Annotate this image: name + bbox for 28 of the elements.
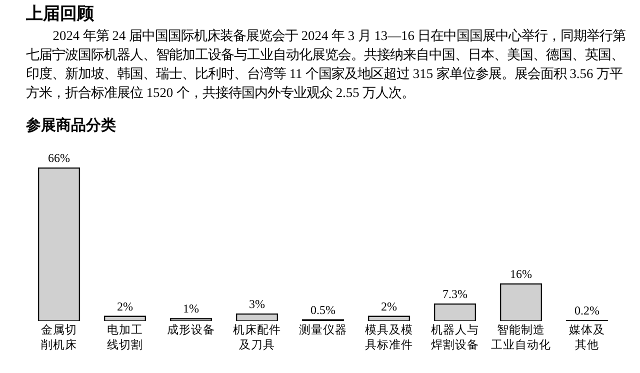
bar [500,283,542,321]
x-tick-label: 电加工线切割 [107,322,143,352]
data-label: 2% [381,299,397,314]
chart-title: 上届回顾 [26,3,94,25]
x-tick-label: 金属切削机床 [41,322,77,352]
data-label: 7.3% [442,287,468,302]
bar [434,303,476,321]
data-label: 0.2% [574,304,600,318]
x-tick-label: 测量仪器 [299,322,347,336]
data-label: 0.5% [310,302,336,317]
x-tick-label: 模具及模具标准件 [365,322,413,352]
data-label: 2% [117,299,133,314]
data-label: 16% [510,266,532,281]
x-tick-label: 成形设备 [167,322,215,336]
text: 参展商品分类 [26,116,116,135]
x-tick-label: 媒体及其他 [569,322,605,352]
data-label: 66% [48,151,70,166]
data-label: 3% [249,297,265,312]
bar [170,318,212,321]
x-tick-label: 机器人与焊割设备 [431,322,479,352]
bar [368,316,410,321]
bar [104,316,146,321]
chart-subtitle: 2024 年第 24 届中国国际机床装备展览会于 2024 年 3 月 13—16 日在中国国展中心举行，同期举行第七届宁波国际机器人、智能加工设备与工业自动化展览会。共接纳来自中国、日本、美国、德国、英国、印度、新加坡、韩国、瑞士、比利时、台湾等 11 个国家及地区超过 315 家单位参展。展会面积 3.56 万平方米，折合标准展位 1520 个，共接待国内外专业观众 2.55 万人次。 [26,27,627,102]
bar [38,167,80,321]
bar [236,313,278,321]
data-label: 1% [183,302,199,316]
x-tick-label: 智能制造工业自动化 [491,322,551,352]
x-tick-label: 机床配件及刀具 [233,322,281,352]
